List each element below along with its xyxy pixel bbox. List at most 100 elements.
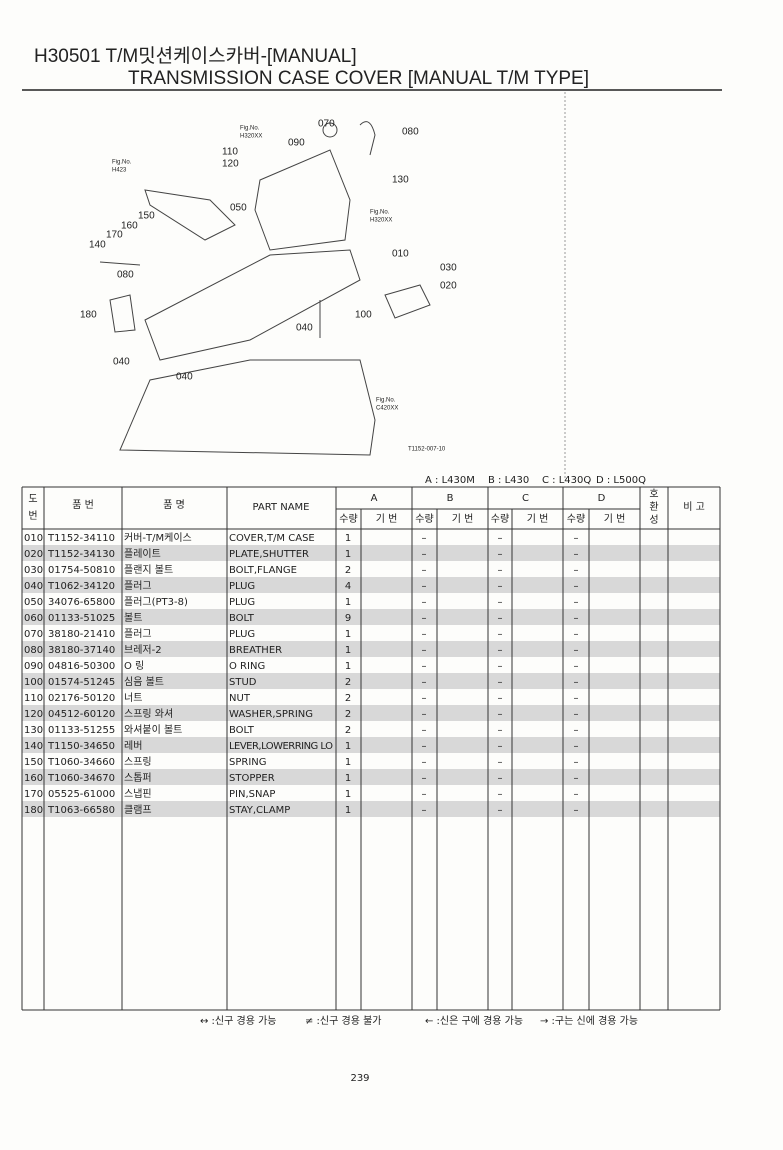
table-cell: – [574,789,579,800]
table-cell: 010 [24,533,43,544]
callout-label: Fig.No. [240,126,260,132]
column-header: 기 번 [376,513,398,525]
row-shade [22,577,720,593]
legend-note: ← :신은 구에 경용 가능 [425,1014,523,1027]
table-cell: – [498,565,503,576]
table-cell: T1062-34120 [47,581,115,592]
callout-label: 070 [318,119,335,130]
table-cell: BOLT,FLANGE [229,565,297,576]
table-cell: STAY,CLAMP [229,805,290,816]
table-cell: – [574,549,579,560]
table-cell: 1 [345,757,351,768]
table-cell: 볼트 [124,612,142,624]
callout-label: 080 [117,270,134,281]
table-cell: 1 [345,741,351,752]
table-cell: – [498,709,503,720]
table-cell: – [574,741,579,752]
column-header: B [447,493,454,504]
table-cell: 120 [24,709,43,720]
table-cell: – [422,613,427,624]
table-cell: – [574,565,579,576]
table-cell: 090 [24,661,43,672]
table-cell: 160 [24,773,43,784]
table-cell: T1152-34130 [47,549,115,560]
table-cell: NUT [229,693,251,704]
table-cell: 080 [24,645,43,656]
column-header: 비 고 [683,501,705,513]
subtitle: TRANSMISSION CASE COVER [MANUAL T/M TYPE… [128,68,589,89]
table-cell: 050 [24,597,43,608]
table-cell: – [498,693,503,704]
table-cell: – [422,597,427,608]
table-cell: 9 [345,613,351,624]
table-cell: 34076-65800 [48,597,115,608]
table-cell: – [498,773,503,784]
table-cell: STOPPER [229,773,275,784]
callout-label: 010 [392,249,409,260]
column-header: C [522,493,529,504]
table-cell: O 링 [124,660,144,672]
callout-label: 110 [222,147,238,158]
callout-label: H320XX [370,218,392,224]
table-cell: WASHER,SPRING [229,709,313,720]
column-header: PART NAME [252,502,309,513]
table-cell: – [498,789,503,800]
column-header: 기 번 [452,513,474,525]
table-cell: PLUG [229,597,255,608]
table-cell: 2 [345,565,351,576]
table-cell: LEVER,LOWERRING LO [229,741,333,752]
table-cell: 02176-50120 [48,693,115,704]
table-cell: 38180-21410 [48,629,115,640]
column-header: 품 명 [163,499,185,511]
table-cell: 2 [345,725,351,736]
row-shade [22,705,720,721]
page-number: 239 [350,1073,369,1084]
callout-label: Fig.No. [370,210,390,216]
row-shade [22,641,720,657]
table-cell: – [422,581,427,592]
table-cell: SPRING [229,757,267,768]
table-cell: 1 [345,629,351,640]
table-cell: PLUG [229,629,255,640]
table-cell: 070 [24,629,43,640]
exploded-diagram [99,121,431,456]
table-cell: – [574,613,579,624]
table-cell: 플러그 [124,628,152,640]
table-cell: 1 [345,549,351,560]
title: H30501 T/M밋션케이스카버-[MANUAL] [34,45,357,67]
table-cell: – [498,597,503,608]
table-cell: O RING [229,661,265,672]
table-cell: T1060-34670 [47,773,115,784]
table-cell: – [422,709,427,720]
table-cell: 150 [24,757,43,768]
callout-label: T1152-007-10 [408,447,446,453]
table-cell: – [574,709,579,720]
table-cell: 너트 [124,692,142,704]
column-header: 기 번 [604,513,626,525]
table-cell: T1063-66580 [47,805,115,816]
legend-note: ≠ :신구 경용 불가 [305,1014,381,1027]
table-cell: 05525-61000 [48,789,115,800]
table-cell: – [574,677,579,688]
callout-label: 080 [402,127,419,138]
table-cell: 01754-50810 [48,565,115,576]
table-cell: – [422,789,427,800]
table-cell: 1 [345,661,351,672]
table-cell: BOLT [229,613,255,624]
callout-label: 030 [440,263,457,274]
table-cell: – [422,805,427,816]
column-header: 기 번 [527,513,549,525]
table-cell: – [574,693,579,704]
table-cell: – [422,645,427,656]
table-cell: 1 [345,533,351,544]
table-cell: 플랜지 볼트 [124,564,173,576]
column-header: A [371,493,378,504]
model-key: C : L430Q [542,475,591,486]
column-header: D [598,493,606,504]
table-cell: 클램프 [124,804,152,816]
table-cell: – [498,613,503,624]
table-cell: – [574,661,579,672]
callout-label: 170 [106,230,123,241]
table-cell: 01574-51245 [48,677,115,688]
